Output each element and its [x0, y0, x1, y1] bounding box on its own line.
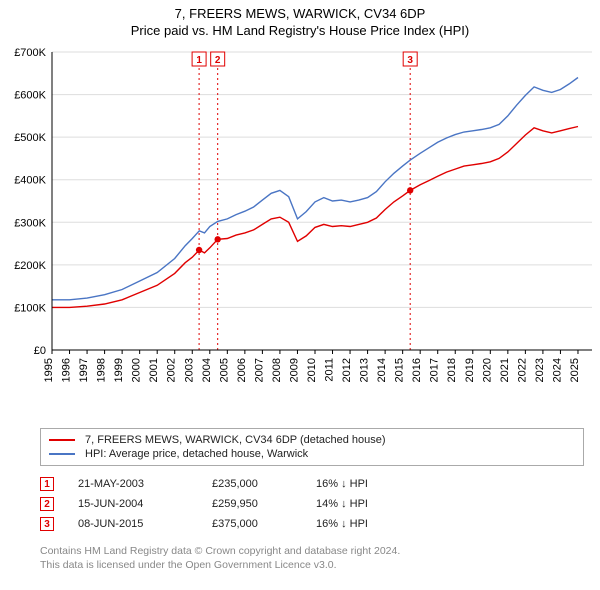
- svg-text:2014: 2014: [376, 358, 388, 382]
- svg-text:2008: 2008: [271, 358, 283, 382]
- event-price: £235,000: [212, 478, 292, 490]
- legend-item: HPI: Average price, detached house, Warw…: [49, 447, 575, 461]
- svg-text:2013: 2013: [359, 358, 371, 382]
- svg-text:3: 3: [407, 55, 413, 66]
- svg-text:2000: 2000: [131, 358, 143, 382]
- attribution-line-1: Contains HM Land Registry data © Crown c…: [40, 544, 584, 558]
- title-address: 7, FREERS MEWS, WARWICK, CV34 6DP: [0, 6, 600, 21]
- svg-text:2025: 2025: [569, 358, 581, 382]
- event-delta: 14% ↓ HPI: [316, 498, 416, 510]
- legend-label: HPI: Average price, detached house, Warw…: [85, 448, 308, 460]
- legend-item: 7, FREERS MEWS, WARWICK, CV34 6DP (detac…: [49, 433, 575, 447]
- svg-text:2004: 2004: [201, 358, 213, 382]
- svg-text:£100K: £100K: [14, 302, 46, 314]
- svg-text:2003: 2003: [183, 358, 195, 382]
- legend: 7, FREERS MEWS, WARWICK, CV34 6DP (detac…: [40, 428, 584, 466]
- svg-text:1995: 1995: [43, 358, 55, 382]
- svg-text:£200K: £200K: [14, 260, 46, 272]
- svg-text:2006: 2006: [236, 358, 248, 382]
- event-marker-icon: 2: [40, 497, 54, 511]
- event-row: 3 08-JUN-2015 £375,000 16% ↓ HPI: [40, 514, 584, 534]
- title-block: 7, FREERS MEWS, WARWICK, CV34 6DP Price …: [0, 0, 600, 42]
- event-row: 1 21-MAY-2003 £235,000 16% ↓ HPI: [40, 474, 584, 494]
- svg-text:1: 1: [196, 55, 202, 66]
- event-price: £375,000: [212, 518, 292, 530]
- svg-text:1998: 1998: [96, 358, 108, 382]
- figure: 7, FREERS MEWS, WARWICK, CV34 6DP Price …: [0, 0, 600, 572]
- event-delta: 16% ↓ HPI: [316, 478, 416, 490]
- svg-text:2024: 2024: [551, 358, 563, 382]
- svg-text:2011: 2011: [324, 358, 336, 382]
- svg-text:2020: 2020: [481, 358, 493, 382]
- svg-text:2016: 2016: [411, 358, 423, 382]
- legend-label: 7, FREERS MEWS, WARWICK, CV34 6DP (detac…: [85, 434, 386, 446]
- svg-text:2007: 2007: [253, 358, 265, 382]
- svg-text:2009: 2009: [288, 358, 300, 382]
- event-row: 2 15-JUN-2004 £259,950 14% ↓ HPI: [40, 494, 584, 514]
- svg-text:2012: 2012: [341, 358, 353, 382]
- svg-text:1997: 1997: [78, 358, 90, 382]
- svg-text:£0: £0: [34, 345, 46, 357]
- svg-text:£600K: £600K: [14, 90, 46, 102]
- svg-text:2005: 2005: [218, 358, 230, 382]
- attribution-line-2: This data is licensed under the Open Gov…: [40, 558, 584, 572]
- svg-text:2022: 2022: [516, 358, 528, 382]
- event-marker-icon: 3: [40, 517, 54, 531]
- events-table: 1 21-MAY-2003 £235,000 16% ↓ HPI 2 15-JUN-200…: [40, 474, 584, 534]
- svg-text:1999: 1999: [113, 358, 125, 382]
- svg-text:£400K: £400K: [14, 175, 46, 187]
- svg-text:2019: 2019: [464, 358, 476, 382]
- event-date: 21-MAY-2003: [78, 478, 188, 490]
- event-price: £259,950: [212, 498, 292, 510]
- svg-text:£700K: £700K: [14, 47, 46, 59]
- event-date: 08-JUN-2015: [78, 518, 188, 530]
- svg-text:2002: 2002: [166, 358, 178, 382]
- event-date: 15-JUN-2004: [78, 498, 188, 510]
- svg-text:2021: 2021: [499, 358, 511, 382]
- chart-svg: £0 £100K £200K £300K £400K £500K £600K £700K 1 2 3…: [0, 42, 600, 422]
- svg-text:2018: 2018: [446, 358, 458, 382]
- svg-text:2015: 2015: [394, 358, 406, 382]
- chart: £0 £100K £200K £300K £400K £500K £600K £700K 1 2 3…: [0, 42, 600, 422]
- svg-text:1996: 1996: [61, 358, 73, 382]
- legend-swatch: [49, 453, 75, 455]
- svg-text:2001: 2001: [148, 358, 160, 382]
- svg-text:£300K: £300K: [14, 217, 46, 229]
- event-marker-icon: 1: [40, 477, 54, 491]
- svg-text:2023: 2023: [534, 358, 546, 382]
- event-delta: 16% ↓ HPI: [316, 518, 416, 530]
- legend-swatch: [49, 439, 75, 441]
- attribution: Contains HM Land Registry data © Crown c…: [40, 544, 584, 572]
- svg-text:£500K: £500K: [14, 132, 46, 144]
- title-subtitle: Price paid vs. HM Land Registry's House …: [0, 23, 600, 38]
- svg-text:2: 2: [215, 55, 221, 66]
- svg-text:2017: 2017: [429, 358, 441, 382]
- svg-text:2010: 2010: [306, 358, 318, 382]
